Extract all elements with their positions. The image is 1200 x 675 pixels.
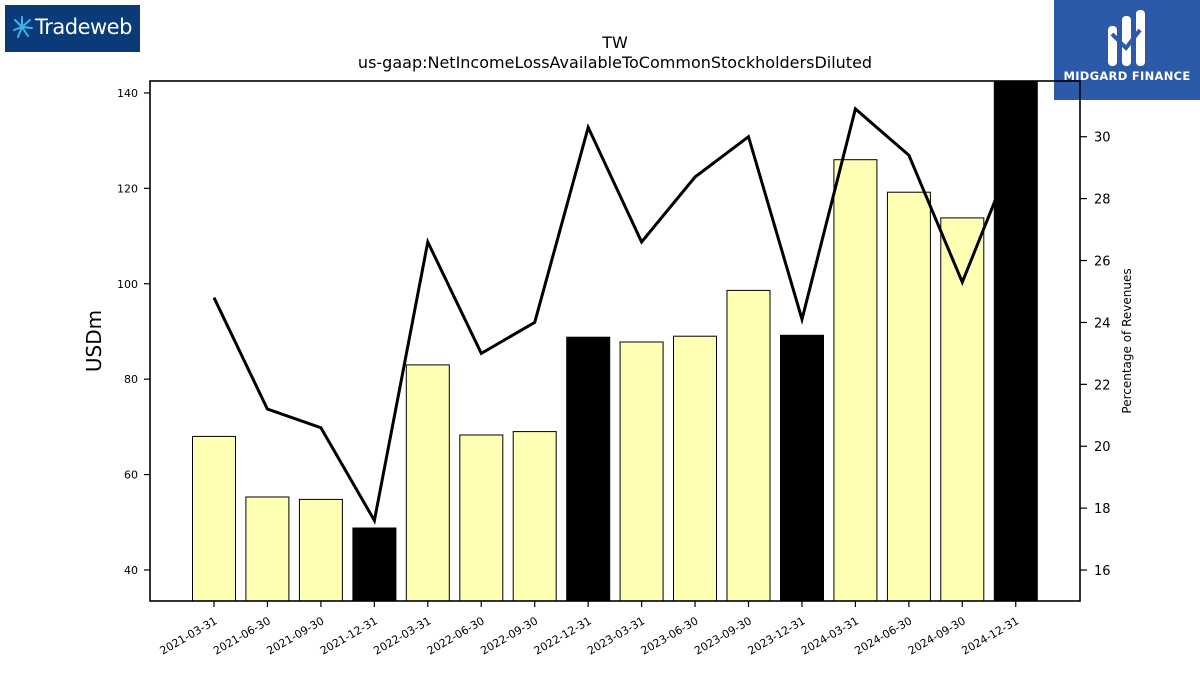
bar-2022-03-31 bbox=[405, 364, 450, 602]
right-tick-label: 18 bbox=[1094, 502, 1111, 517]
plot-frame bbox=[149, 80, 1081, 602]
midgard-finance-logo-icon bbox=[1108, 10, 1145, 66]
bars-layer bbox=[192, 80, 1038, 602]
right-tick-label: 22 bbox=[1094, 378, 1111, 393]
bar-2022-06-30 bbox=[459, 434, 504, 602]
midgard-finance-logo: MIDGARD FINANCE bbox=[1054, 0, 1200, 100]
x-tick-label: 2024-06-30 bbox=[852, 614, 914, 657]
left-tick-label: 140 bbox=[117, 87, 138, 100]
bar-2022-12-31 bbox=[566, 336, 611, 602]
right-tick-label: 30 bbox=[1094, 131, 1111, 146]
bar-2023-06-30 bbox=[673, 335, 717, 602]
tradeweb-logo: Tradeweb bbox=[5, 5, 140, 52]
right-tick-label: 26 bbox=[1094, 255, 1111, 270]
y2-axis-label: Percentage of Revenues bbox=[1120, 268, 1134, 413]
x-tick-label: 2024-03-31 bbox=[799, 614, 861, 657]
bar-2023-09-30 bbox=[726, 289, 771, 602]
chart-title: TW bbox=[601, 33, 628, 52]
percentage-line bbox=[212, 106, 1018, 525]
bar-2024-03-31 bbox=[833, 159, 878, 602]
left-tick-label: 40 bbox=[124, 564, 138, 577]
x-tick-label: 2021-06-30 bbox=[211, 614, 273, 657]
x-tick-label: 2022-12-31 bbox=[532, 614, 594, 657]
x-tick-label: 2024-09-30 bbox=[906, 614, 968, 657]
x-tick-label: 2023-03-31 bbox=[585, 614, 647, 657]
right-tick-label: 28 bbox=[1094, 193, 1111, 208]
left-tick-label: 60 bbox=[124, 469, 138, 482]
tradeweb-logo-text: Tradeweb bbox=[35, 15, 132, 39]
chart-subtitle: us-gaap:NetIncomeLossAvailableToCommonSt… bbox=[358, 53, 872, 72]
right-tick-label: 16 bbox=[1094, 564, 1111, 579]
bar-2021-06-30 bbox=[245, 496, 290, 602]
bar-2021-09-30 bbox=[298, 498, 343, 602]
bar-2021-12-31 bbox=[352, 527, 397, 602]
right-tick-label: 20 bbox=[1094, 440, 1111, 455]
left-axis: 40 60 80 100 120 140 bbox=[117, 87, 150, 577]
bar-2023-12-31 bbox=[780, 334, 824, 602]
right-tick-label: 24 bbox=[1094, 316, 1111, 331]
x-tick-label: 2023-06-30 bbox=[639, 614, 701, 657]
bar-2024-12-31 bbox=[993, 80, 1038, 602]
bar-2024-09-30 bbox=[940, 217, 985, 602]
y-axis-label: USDm bbox=[82, 310, 106, 372]
x-tick-label: 2021-12-31 bbox=[318, 614, 380, 657]
left-tick-label: 100 bbox=[117, 278, 138, 291]
tradeweb-logo-icon bbox=[13, 16, 33, 38]
bar-2024-06-30 bbox=[886, 191, 931, 602]
x-tick-label: 2024-12-31 bbox=[959, 614, 1021, 657]
right-axis: 16 18 20 22 24 26 28 30 bbox=[1080, 131, 1111, 579]
line-layer bbox=[212, 106, 1018, 525]
left-tick-label: 80 bbox=[124, 373, 138, 386]
x-axis: 2021-03-312021-06-302021-09-302021-12-31… bbox=[158, 601, 1021, 658]
bar-2023-03-31 bbox=[619, 341, 664, 602]
x-tick-label: 2022-09-30 bbox=[478, 614, 540, 657]
x-tick-label: 2021-09-30 bbox=[265, 614, 327, 657]
x-tick-label: 2022-06-30 bbox=[425, 614, 487, 657]
bar-2021-03-31 bbox=[192, 435, 236, 602]
midgard-finance-logo-text: MIDGARD FINANCE bbox=[1063, 69, 1191, 83]
x-tick-label: 2021-03-31 bbox=[158, 614, 220, 657]
bar-2022-09-30 bbox=[512, 431, 557, 602]
x-tick-label: 2022-03-31 bbox=[371, 614, 433, 657]
x-tick-label: 2023-09-30 bbox=[692, 614, 754, 657]
x-tick-label: 2023-12-31 bbox=[746, 614, 808, 657]
left-tick-label: 120 bbox=[117, 182, 138, 195]
